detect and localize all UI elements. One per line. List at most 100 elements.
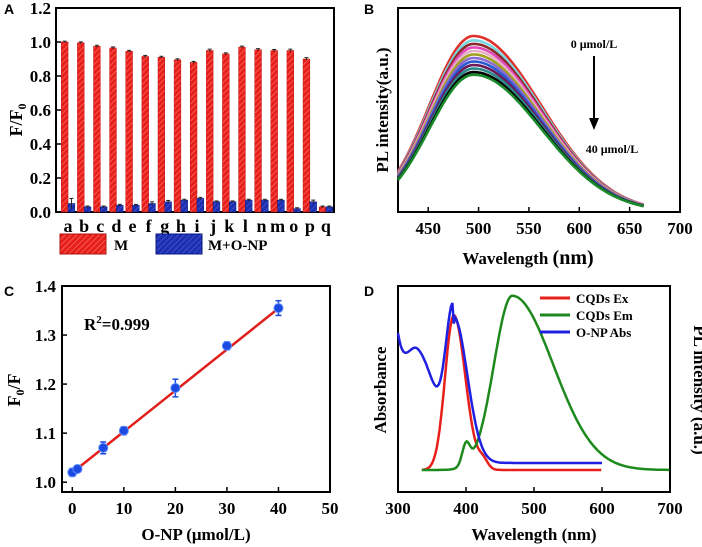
bar-m-m — [270, 50, 278, 213]
panel-c-ylabel: F0/F — [4, 373, 27, 406]
x-tick-label-c: c — [96, 216, 104, 236]
y-tick-label-1: 0.2 — [30, 169, 51, 188]
y-tick-label-6: 1.2 — [30, 0, 51, 18]
r-squared-label: R2=0.999 — [84, 314, 150, 334]
x-tick-label-4: 40 — [270, 499, 287, 518]
panel-label-a: A — [4, 1, 14, 17]
pl-curve-3 — [396, 46, 645, 207]
legend-label-cqds-em: CQDs Em — [576, 308, 633, 323]
x-tick-label-4: 700 — [657, 499, 683, 518]
x-tick-label-0: 300 — [385, 499, 411, 518]
y-tick-label-2: 1.2 — [35, 375, 56, 394]
legend-label-onp-abs: O-NP Abs — [576, 325, 631, 340]
x-tick-label-j: j — [209, 216, 216, 236]
annotation-0-umol: 0 μmol/L — [571, 37, 617, 51]
bar-m-onp-e — [132, 204, 140, 213]
x-tick-label-e: e — [129, 216, 137, 236]
panel-d-line-chart: Absorbance PL intensity (a.u.) 300 400 500… — [371, 285, 702, 544]
bar-m-b — [77, 42, 85, 213]
x-tick-label-l: l — [243, 216, 248, 236]
bar-m-onp-l — [245, 199, 253, 213]
pl-curve-1 — [396, 39, 645, 207]
x-tick-label-o: o — [289, 216, 298, 236]
x-tick-label-0: 0 — [68, 499, 77, 518]
panel-label-d: D — [364, 283, 374, 299]
legend-swatch-m-onp — [155, 233, 203, 255]
data-point-3 — [118, 425, 129, 436]
x-tick-label-5: 700 — [667, 219, 693, 238]
bar-m-onp-d — [116, 204, 124, 213]
bar-m-onp-j — [212, 201, 221, 213]
legend-swatch-m — [59, 233, 107, 255]
panel-label-c: C — [4, 283, 14, 299]
panel-c-scatter-chart: F0/F 1.0 1.1 1.2 1.3 1.4 0 10 20 30 40 50 R2=0.99… — [4, 277, 339, 544]
x-tick-label-5: 50 — [322, 499, 339, 518]
curve-cqds-ex — [421, 314, 602, 472]
panel-b-xlabel: Wavelength (nm) — [462, 247, 593, 269]
panel-b-frame — [397, 7, 681, 213]
x-tick-label-p: p — [305, 216, 315, 236]
x-tick-label-k: k — [224, 216, 234, 236]
panel-d-ylabel-left: Absorbance — [371, 346, 390, 433]
panel-c-xlabel: O-NP (μmol/L) — [141, 525, 250, 544]
x-tick-label-d: d — [111, 216, 121, 236]
bar-m-e — [125, 51, 133, 213]
x-tick-label-3: 30 — [218, 499, 235, 518]
bar-m-onp-g — [164, 201, 172, 213]
bar-m-o — [286, 50, 294, 213]
data-point-6 — [273, 303, 284, 314]
x-tick-label-0: 450 — [415, 219, 441, 238]
panel-b-line-chart: PL intensity(a.u.) 450 500 550 600 650 700 0 … — [373, 7, 693, 269]
y-tick-label-4: 1.4 — [35, 277, 57, 296]
bar-m-onp-k — [228, 201, 237, 213]
bar-m-onp-n — [261, 199, 269, 213]
panel-label-b: B — [364, 1, 374, 17]
x-tick-label-3: 600 — [567, 219, 593, 238]
data-point-4 — [170, 383, 181, 394]
y-tick-label-0: 0.0 — [30, 203, 51, 222]
curve-onp-abs — [396, 302, 602, 465]
data-point-2 — [98, 442, 109, 453]
x-tick-label-2: 500 — [521, 499, 547, 518]
curve-cqds-em — [421, 294, 670, 472]
x-tick-label-q: q — [321, 216, 331, 236]
bar-m-g — [157, 57, 166, 213]
x-tick-label-3: 600 — [589, 499, 615, 518]
y-tick-label-5: 1.0 — [30, 33, 51, 52]
panel-c-frame — [61, 285, 331, 493]
legend-label-m-onp: M+O-NP — [208, 238, 267, 254]
data-point-5 — [221, 340, 232, 351]
arrow-head-icon — [589, 118, 599, 130]
data-point-1 — [72, 463, 83, 474]
y-tick-label-4: 0.8 — [30, 67, 51, 86]
bar-m-f — [141, 56, 149, 213]
bar-m-onp-m — [277, 199, 285, 213]
y-tick-label-3: 0.6 — [30, 101, 51, 120]
x-tick-label-1: 500 — [466, 219, 492, 238]
bar-m-onp-h — [180, 199, 188, 213]
x-tick-label-a: a — [64, 216, 73, 236]
bar-m-h — [173, 59, 182, 213]
x-tick-label-2: 550 — [516, 219, 542, 238]
y-tick-label-0: 1.0 — [35, 473, 56, 492]
panel-d-legend: CQDs Ex CQDs Em O-NP Abs — [540, 291, 633, 340]
panel-a-ylabel: F/F0 — [6, 104, 29, 137]
x-tick-label-2: 20 — [167, 499, 184, 518]
bar-m-a — [61, 41, 69, 213]
x-tick-label-4: 650 — [617, 219, 643, 238]
legend-label-m: M — [114, 238, 128, 254]
x-tick-label-1: 400 — [453, 499, 479, 518]
y-tick-label-1: 1.1 — [35, 424, 56, 443]
bar-m-c — [93, 46, 101, 213]
bar-m-n — [254, 49, 262, 213]
bar-m-j — [206, 50, 214, 213]
bar-m-i — [189, 62, 198, 213]
panel-a-legend: M M+O-NP — [59, 233, 267, 255]
pl-curve-11 — [396, 73, 644, 208]
x-tick-label-b: b — [79, 216, 89, 236]
x-tick-label-h: h — [176, 216, 186, 236]
panel-d-ylabel-right: PL intensity (a.u.) — [690, 325, 702, 454]
panel-d-xlabel: Wavelength (nm) — [471, 525, 596, 544]
